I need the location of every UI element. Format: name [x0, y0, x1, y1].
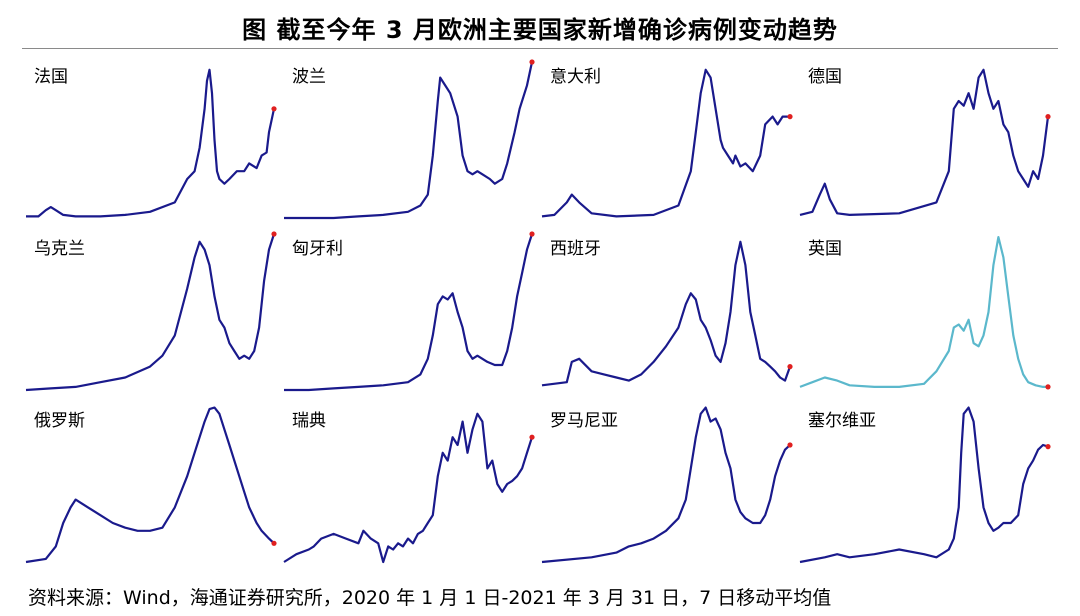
series-line [541, 240, 792, 387]
panel-label: 英国 [808, 239, 842, 259]
panel-label: 法国 [34, 67, 68, 87]
panel-2: 波兰 [284, 59, 535, 220]
series-line [799, 68, 1050, 216]
endpoint-marker [1045, 114, 1051, 120]
panel-12: 塞尔维亚 [799, 406, 1051, 564]
panel-label: 意大利 [550, 67, 601, 87]
panel-label: 德国 [808, 67, 842, 87]
panel-label: 匈牙利 [292, 239, 343, 259]
panel-label: 乌克兰 [34, 239, 85, 259]
endpoint-marker [529, 231, 535, 237]
panel-6: 匈牙利 [284, 231, 535, 392]
endpoint-marker [1045, 444, 1051, 450]
endpoint-marker [1045, 384, 1051, 390]
series-line [284, 233, 534, 392]
panel-label: 西班牙 [550, 239, 601, 259]
panel-5: 乌克兰 [25, 231, 277, 392]
series-line [541, 406, 791, 564]
series-line [799, 406, 1049, 564]
panel-1: 法国 [26, 67, 277, 218]
endpoint-marker [529, 434, 535, 440]
panel-label: 瑞典 [292, 411, 326, 431]
series-line [26, 68, 276, 218]
series-line [284, 61, 534, 220]
series-line [799, 236, 1048, 388]
endpoint-marker [271, 540, 277, 546]
panel-11: 罗马尼亚 [541, 406, 793, 564]
panel-7: 西班牙 [541, 239, 793, 387]
panel-label: 罗马尼亚 [550, 411, 618, 431]
panel-label: 波兰 [292, 67, 326, 87]
series-line [283, 412, 534, 564]
endpoint-marker [787, 364, 793, 370]
endpoint-marker [271, 231, 277, 237]
panel-4: 德国 [799, 67, 1051, 216]
chart-title: 图 截至今年 3 月欧洲主要国家新增确诊病例变动趋势 [242, 16, 838, 44]
endpoint-marker [787, 114, 793, 120]
source-note: 资料来源：Wind，海通证券研究所，2020 年 1 月 1 日-2021 年 … [28, 587, 832, 609]
panel-3: 意大利 [541, 67, 793, 218]
panel-9: 俄罗斯 [25, 406, 277, 564]
title-rule [22, 48, 1058, 49]
endpoint-marker [271, 106, 277, 112]
series-line [541, 68, 790, 218]
series-line [25, 233, 276, 392]
panel-8: 英国 [799, 236, 1051, 390]
series-line [25, 406, 275, 564]
panel-label: 塞尔维亚 [808, 411, 876, 431]
panel-10: 瑞典 [283, 411, 535, 564]
panel-label: 俄罗斯 [34, 411, 85, 431]
endpoint-marker [529, 59, 535, 65]
endpoint-marker [787, 442, 793, 448]
